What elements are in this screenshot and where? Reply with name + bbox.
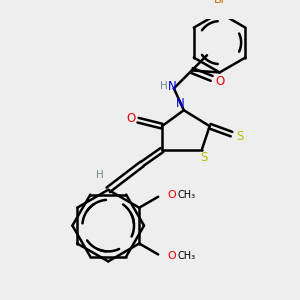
- Text: O: O: [126, 112, 136, 125]
- Text: CH₃: CH₃: [178, 190, 196, 200]
- Text: N: N: [176, 97, 185, 110]
- Text: CH₃: CH₃: [178, 251, 196, 261]
- Text: O: O: [168, 251, 176, 261]
- Text: S: S: [200, 151, 207, 164]
- Text: N: N: [167, 80, 176, 93]
- Text: O: O: [215, 75, 224, 88]
- Text: Br: Br: [214, 0, 226, 5]
- Text: S: S: [236, 130, 243, 142]
- Text: O: O: [168, 190, 176, 200]
- Text: H: H: [160, 81, 168, 92]
- Text: H: H: [96, 170, 103, 180]
